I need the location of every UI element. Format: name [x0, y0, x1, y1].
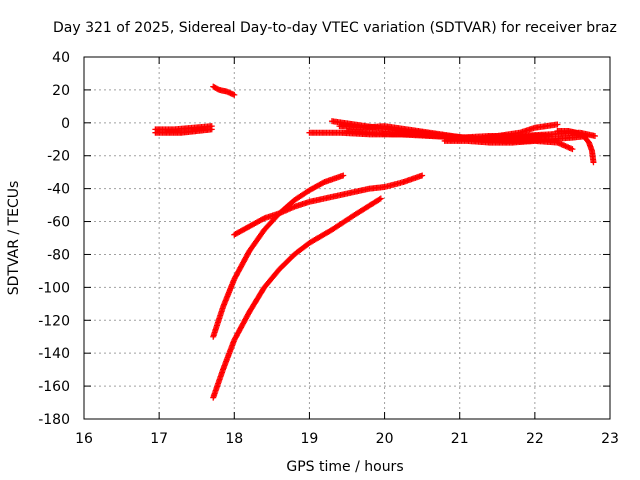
data-point	[377, 195, 384, 202]
data-point	[591, 132, 598, 139]
x-tick-label: 17	[150, 431, 168, 447]
x-tick-label: 21	[451, 431, 469, 447]
y-axis-label: SDTVAR / TECUs	[6, 181, 22, 296]
y-tick-label: 20	[52, 83, 70, 99]
data-point	[554, 121, 561, 128]
data-point	[376, 196, 383, 203]
y-tick-label: 0	[61, 116, 70, 132]
y-tick-label: -160	[38, 379, 70, 395]
series-b	[210, 83, 238, 98]
y-tick-label: -60	[47, 215, 70, 231]
data-point	[231, 91, 238, 98]
x-tick-label: 19	[301, 431, 319, 447]
data-point	[340, 172, 347, 179]
x-tick-label: 18	[225, 431, 243, 447]
series-d	[210, 195, 384, 401]
series-e	[231, 172, 426, 238]
series-k	[554, 128, 597, 166]
y-tick-label: -140	[38, 346, 70, 362]
data-point	[590, 159, 597, 166]
data-point	[569, 146, 576, 153]
x-tick-label: 20	[376, 431, 394, 447]
y-tick-label: -100	[38, 280, 70, 296]
grid	[84, 57, 610, 419]
chart-title: Day 321 of 2025, Sidereal Day-to-day VTE…	[53, 20, 617, 36]
y-tick-label: -80	[47, 247, 70, 263]
y-tick-label: -40	[47, 182, 70, 198]
ticks	[83, 56, 611, 420]
tick-labels: 16 17 18 19 20 21 22 23 -180 -160 -140 -120 -100 -80 -…	[38, 50, 619, 447]
data-point	[419, 172, 426, 179]
x-tick-label: 23	[601, 431, 619, 447]
y-tick-label: -120	[38, 313, 70, 329]
y-tick-label: 40	[52, 50, 70, 66]
y-tick-label: -20	[47, 149, 70, 165]
x-tick-label: 22	[526, 431, 544, 447]
x-axis-label: GPS time / hours	[286, 459, 403, 475]
data-point	[208, 123, 215, 130]
data-marks	[152, 83, 598, 401]
x-tick-label: 16	[75, 431, 93, 447]
series-a2	[152, 123, 215, 133]
y-tick-label: -180	[38, 412, 70, 428]
series-j	[441, 137, 576, 153]
plot-frame	[83, 56, 611, 420]
